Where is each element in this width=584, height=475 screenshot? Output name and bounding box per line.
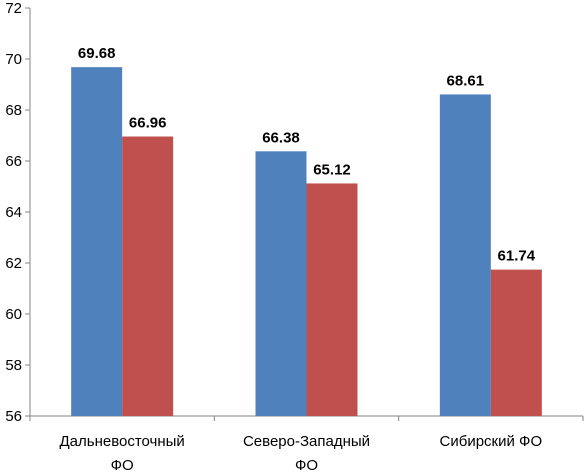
y-tick-label: 56: [5, 408, 22, 425]
y-tick-label: 58: [5, 357, 22, 374]
x-category-label: Северо-Западный: [243, 433, 370, 450]
bar-series-2-cat-1: [122, 136, 174, 416]
x-category-label: ФО: [295, 457, 318, 474]
y-tick-label: 64: [5, 204, 22, 221]
x-axis: Дальневосточный ФО Северо-Западный ФО Сибирс…: [29, 415, 584, 474]
x-category-label: Дальневосточный: [60, 433, 185, 450]
y-tick-label: 68: [5, 102, 22, 119]
y-tick-label: 70: [5, 51, 22, 68]
y-axis: 56 58 60 62 64 66 68 70 72: [5, 0, 31, 425]
bar-series-1-cat-1: [71, 67, 123, 416]
y-tick-label: 62: [5, 255, 22, 272]
data-labels: 69.68 66.96 66.38 65.12 68.61 61.74: [78, 45, 536, 264]
y-tick-label: 66: [5, 153, 22, 170]
bar-series-2-cat-2: [306, 183, 358, 416]
bar-series-2-cat-3: [490, 269, 542, 416]
data-label: 66.38: [262, 129, 300, 146]
data-label: 68.61: [447, 72, 485, 89]
data-label: 66.96: [129, 115, 167, 132]
bars: [71, 67, 542, 416]
x-category-label: ФО: [111, 457, 134, 474]
data-label: 69.68: [78, 45, 116, 62]
bar-series-1-cat-3: [439, 94, 491, 416]
x-category-label: Сибирский ФО: [440, 433, 543, 450]
data-label: 65.12: [313, 161, 351, 178]
data-label: 61.74: [498, 248, 536, 265]
bar-series-1-cat-2: [255, 151, 307, 416]
y-tick-label: 60: [5, 306, 22, 323]
y-tick-label: 72: [5, 0, 22, 17]
